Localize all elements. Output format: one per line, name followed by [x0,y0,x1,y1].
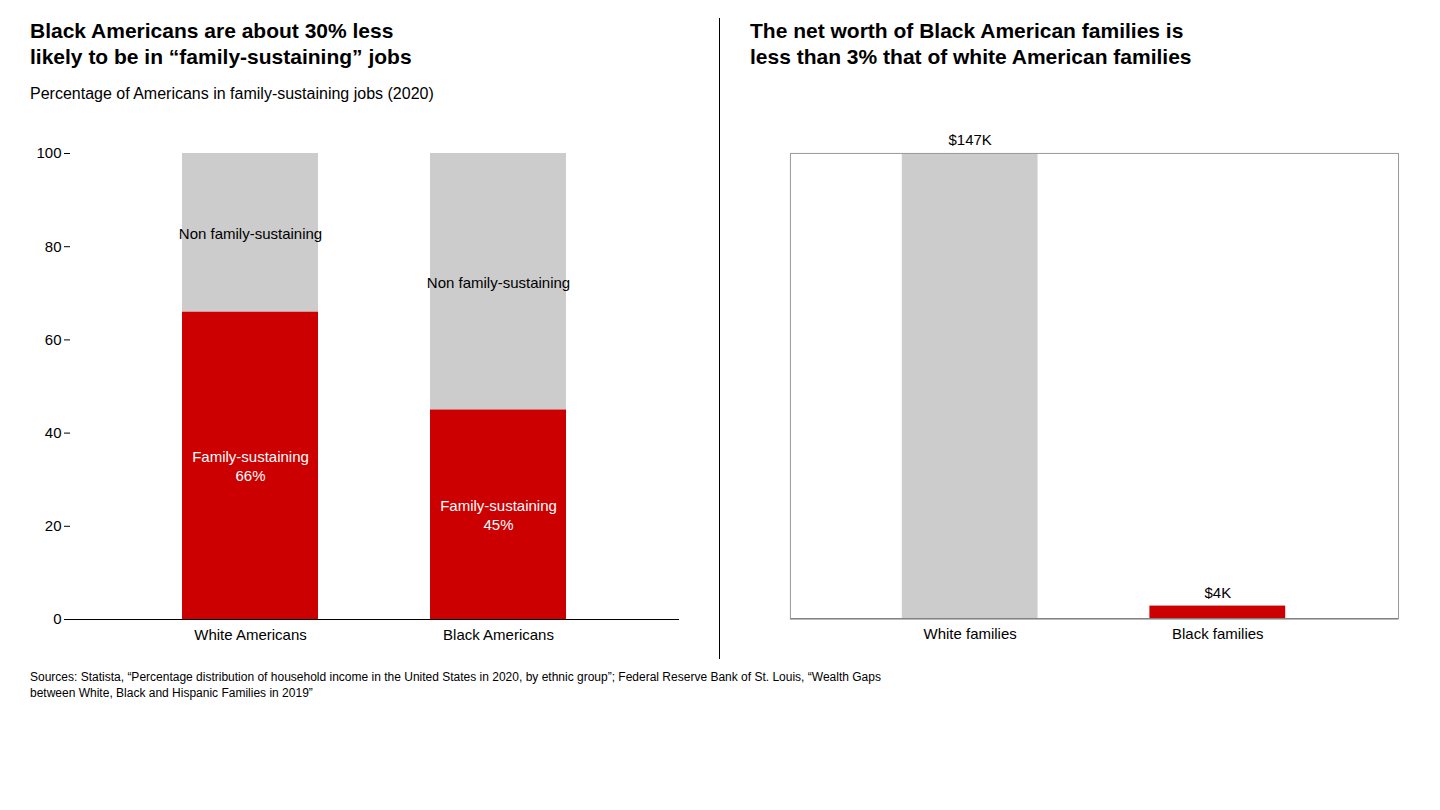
svg-text:White Americans: White Americans [194,626,307,643]
svg-text:$147K: $147K [949,131,992,148]
svg-text:Family-sustaining66%: Family-sustaining66% [192,448,309,484]
svg-text:40: 40 [45,423,62,440]
svg-text:80: 80 [45,237,62,254]
svg-text:20: 20 [45,517,62,534]
svg-text:Non family-sustaining: Non family-sustaining [179,224,322,241]
html-text:Percentage of Americans in fam: Percentage of Americans in family-sustai… [30,84,434,102]
html-text:Black Americans are about 30%: Black Americans are about 30% less likel… [30,19,412,69]
svg-text:60: 60 [45,330,62,347]
svg-text:$4K: $4K [1204,584,1231,601]
svg-text:100: 100 [36,144,61,161]
svg-text:0: 0 [53,610,61,627]
svg-text:Black families: Black families [1172,625,1264,642]
html-text:The net worth of Black America: The net worth of Black American families… [750,19,1192,69]
html-text:Sources: Statista, “Percentage: Sources: Statista, “Percentage distribut… [30,669,881,700]
svg-text:Family-sustaining45%: Family-sustaining45% [440,497,557,533]
svg-text:Non family-sustaining: Non family-sustaining [427,273,570,290]
svg-text:Black Americans: Black Americans [443,626,554,643]
svg-text:White families: White families [924,625,1017,642]
